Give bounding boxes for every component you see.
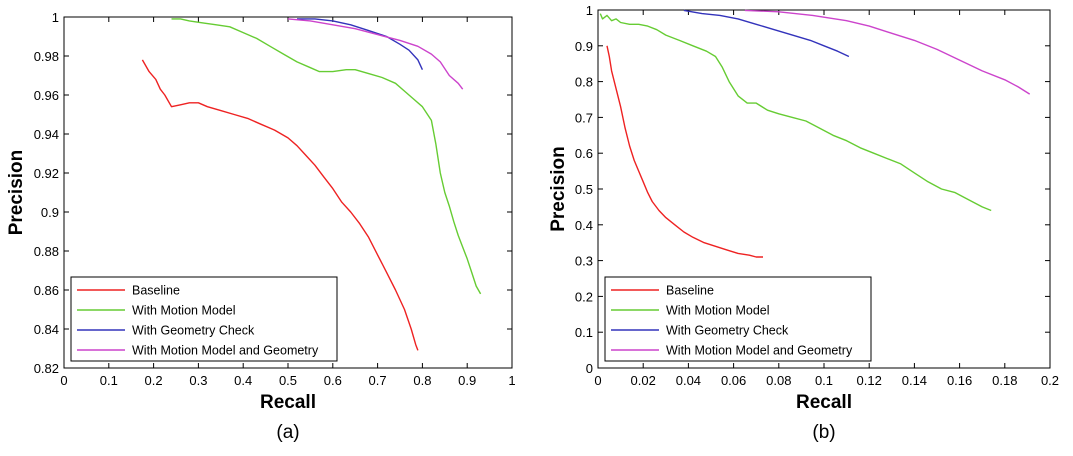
- y-tick-label: 0.4: [575, 218, 593, 233]
- series-line-1: [606, 45, 763, 258]
- y-tick-label: 0.9: [41, 205, 59, 220]
- x-tick-label: 0.14: [902, 373, 927, 388]
- x-tick-label: 0.5: [279, 373, 297, 388]
- legend-entry: With Motion Model: [666, 304, 770, 318]
- x-tick-label: 0.16: [947, 373, 972, 388]
- x-tick-label: 0: [60, 373, 67, 388]
- y-axis-label: Precision: [548, 146, 569, 232]
- x-tick-label: 0.2: [145, 373, 163, 388]
- legend-entry: Baseline: [666, 284, 714, 298]
- x-tick-label: 0.1: [815, 373, 833, 388]
- y-axis-label: Precision: [6, 150, 27, 236]
- legend-entry: With Motion Model and Geometry: [666, 344, 853, 358]
- legend-entry: With Geometry Check: [666, 324, 789, 338]
- series-line-4: [287, 18, 464, 90]
- y-tick-label: 1: [586, 3, 593, 18]
- series-line-4: [744, 9, 1031, 95]
- panel-caption: (a): [276, 422, 299, 443]
- y-tick-label: 0.8: [575, 75, 593, 90]
- x-tick-label: 0: [594, 373, 601, 388]
- x-tick-label: 0.18: [992, 373, 1017, 388]
- legend: Baseline With Motion Model With Geometry C…: [604, 276, 872, 362]
- legend-entry: With Motion Model: [132, 304, 236, 318]
- y-tick-label: 0.88: [34, 244, 59, 259]
- x-tick-label: 0.1: [100, 373, 118, 388]
- series-line-1: [141, 59, 419, 351]
- x-axis-label: Recall: [260, 392, 316, 413]
- legend-box: [70, 276, 338, 362]
- y-tick-label: 0.2: [575, 289, 593, 304]
- x-tick-label: 0.2: [1041, 373, 1059, 388]
- x-tick-label: 0.04: [676, 373, 701, 388]
- y-tick-label: 0.6: [575, 146, 593, 161]
- chart-panel-1: 0 0.1 0.2 0.3 0.4 0.5 0.6 0.7 0.8 0.9 1 0.82 0.84 0.8…: [6, 10, 516, 443]
- series-line-2: [599, 13, 992, 212]
- x-tick-label: 0.9: [458, 373, 476, 388]
- x-tick-label: 0.7: [369, 373, 387, 388]
- x-tick-label: 0.4: [234, 373, 252, 388]
- series-line-3: [297, 18, 424, 70]
- y-tick-label: 0: [586, 361, 593, 376]
- y-tick-label: 0.5: [575, 182, 593, 197]
- y-tick-label: 0.7: [575, 110, 593, 125]
- x-tick-label: 1: [508, 373, 515, 388]
- x-tick-label: 0.02: [631, 373, 656, 388]
- panel-caption: (b): [812, 422, 835, 443]
- legend: Baseline With Motion Model With Geometry C…: [70, 276, 338, 362]
- x-tick-label: 0.6: [324, 373, 342, 388]
- x-tick-label: 0.12: [857, 373, 882, 388]
- x-axis-label: Recall: [796, 392, 852, 413]
- y-tick-label: 0.82: [34, 361, 59, 376]
- y-tick-label: 0.9: [575, 39, 593, 54]
- x-tick-label: 0.3: [189, 373, 207, 388]
- y-tick-label: 0.96: [34, 88, 59, 103]
- y-tick-label: 0.84: [34, 322, 59, 337]
- x-tick-label: 0.8: [413, 373, 431, 388]
- y-tick-label: 1: [52, 10, 59, 25]
- y-tick-label: 0.92: [34, 166, 59, 181]
- legend-entry: With Geometry Check: [132, 324, 255, 338]
- x-tick-label: 0.06: [721, 373, 746, 388]
- y-tick-label: 0.86: [34, 283, 59, 298]
- legend-box: [604, 276, 872, 362]
- y-tick-label: 0.94: [34, 127, 59, 142]
- y-tick-label: 0.98: [34, 49, 59, 64]
- legend-entry: Baseline: [132, 284, 180, 298]
- x-tick-label: 0.08: [766, 373, 791, 388]
- chart-panel-2: 0 0.02 0.04 0.06 0.08 0.1 0.12 0.14 0.16 0.18 0.2 0…: [548, 3, 1059, 443]
- legend-entry: With Motion Model and Geometry: [132, 344, 319, 358]
- y-tick-label: 0.3: [575, 254, 593, 269]
- y-tick-label: 0.1: [575, 325, 593, 340]
- series-line-3: [683, 9, 850, 58]
- series-line-2: [171, 18, 482, 295]
